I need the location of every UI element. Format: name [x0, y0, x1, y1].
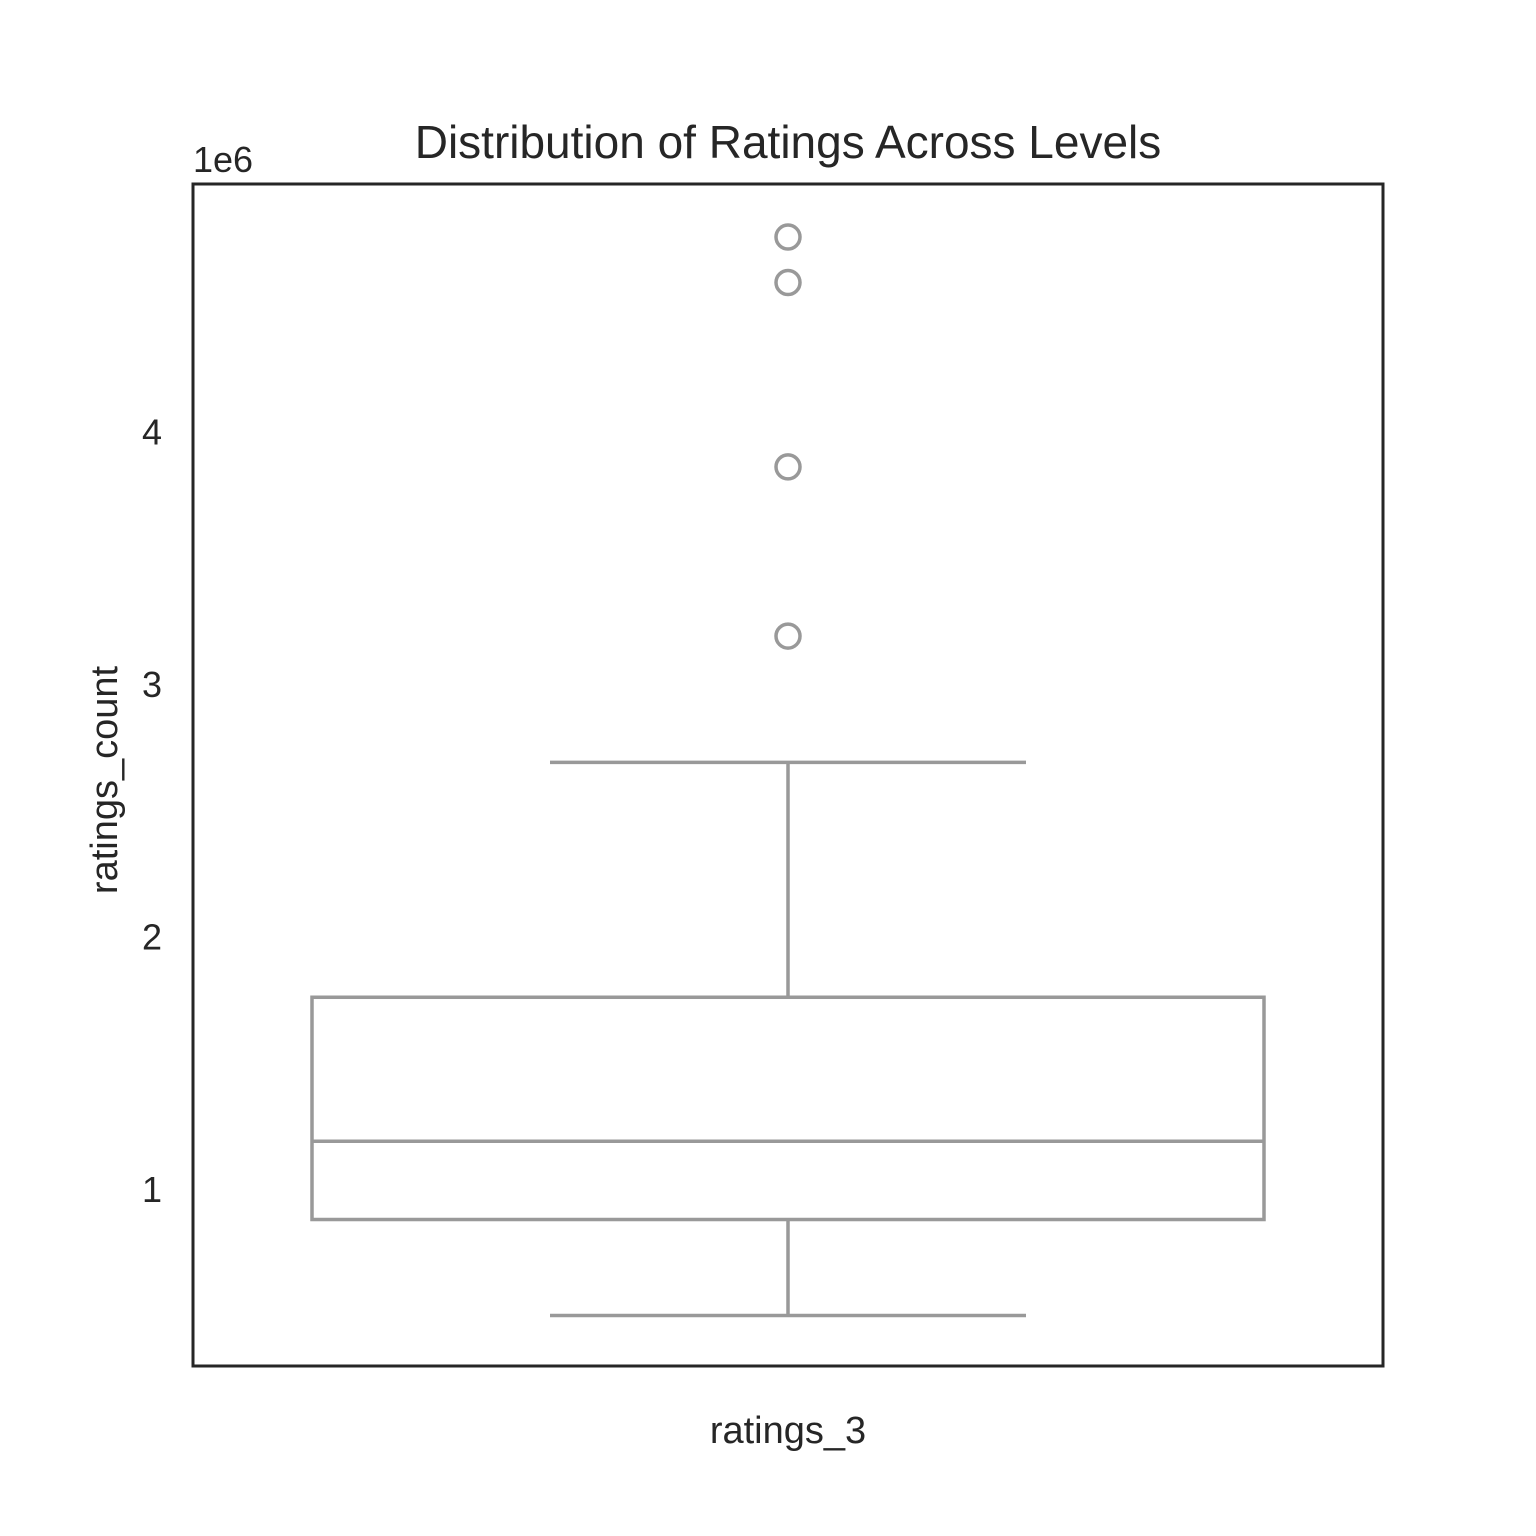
x-axis-label: ratings_3: [710, 1410, 866, 1452]
y-offset-label: 1e6: [193, 139, 253, 180]
y-tick-label: 3: [142, 664, 162, 705]
chart-title: Distribution of Ratings Across Levels: [415, 116, 1162, 168]
y-tick-label: 2: [142, 917, 162, 958]
y-tick-labels: 1 2 3 4: [142, 412, 162, 1211]
axes-frame: [191, 182, 1385, 1368]
box-plot-area: [310, 223, 1266, 1318]
y-tick-label: 4: [142, 412, 162, 453]
y-axis-label: ratings_count: [84, 665, 126, 894]
y-tick-label: 1: [142, 1169, 162, 1210]
interquartile-box: [310, 995, 1266, 1222]
outlier-point: [774, 268, 802, 297]
outlier-point: [774, 223, 802, 251]
outlier-point: [774, 453, 802, 481]
outlier-point: [774, 622, 802, 650]
